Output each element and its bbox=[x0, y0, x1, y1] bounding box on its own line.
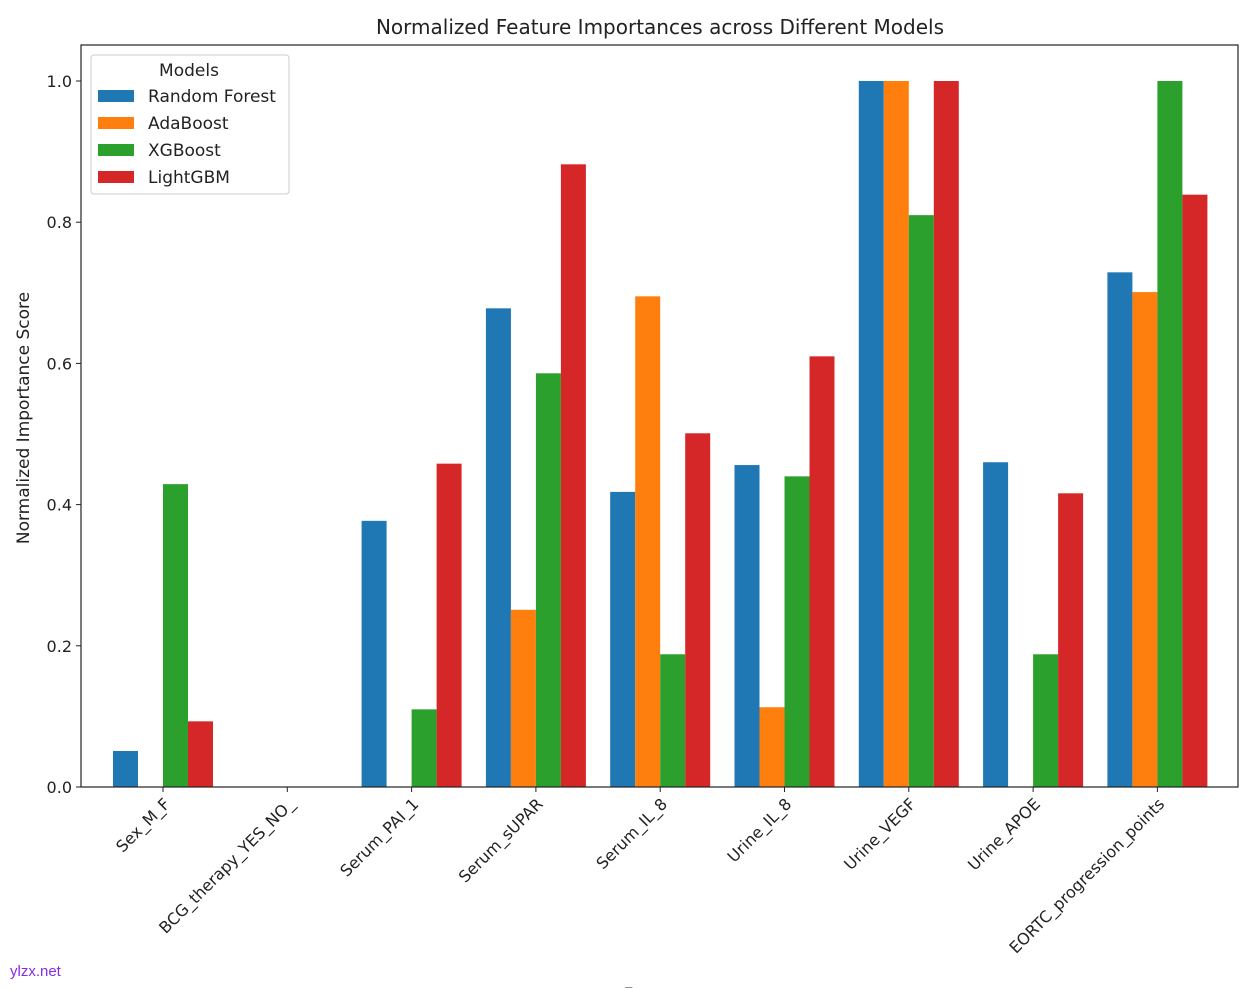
bar-xgboost-Sex_M_F bbox=[163, 484, 188, 787]
bar-random-forest-Serum_IL_8 bbox=[610, 491, 636, 787]
x-tick-label: Serum_IL_8 bbox=[592, 794, 671, 873]
bar-lightgbm-Serum_PAI_1 bbox=[436, 463, 462, 787]
x-axis-label: Features bbox=[623, 985, 696, 988]
legend-swatch bbox=[98, 90, 134, 102]
legend-swatch bbox=[98, 171, 134, 183]
watermark: ylzx.net bbox=[10, 963, 61, 980]
legend-entry: LightGBM bbox=[148, 168, 230, 188]
bar-random-forest-EORTC_progression_points bbox=[1107, 272, 1133, 787]
bar-random-forest-Serum_PAI_1 bbox=[361, 520, 387, 787]
x-tick-label: Urine_IL_8 bbox=[724, 794, 797, 867]
bar-xgboost-EORTC_progression_points bbox=[1157, 81, 1183, 787]
x-tick-label: Urine_VEGF bbox=[840, 794, 920, 874]
bar-xgboost-Urine_IL_8 bbox=[784, 476, 810, 787]
legend-entry: AdaBoost bbox=[148, 114, 229, 134]
plot-frame bbox=[80, 44, 1239, 788]
legend-entry: XGBoost bbox=[148, 141, 221, 161]
legend-title: Models bbox=[159, 61, 219, 81]
y-tick-label: 0.0 bbox=[47, 778, 72, 797]
bar-lightgbm-Urine_APOE bbox=[1058, 493, 1084, 787]
bar-lightgbm-Urine_VEGF bbox=[933, 81, 959, 787]
y-tick-label: 1.0 bbox=[47, 72, 72, 91]
x-tick-label: Serum_PAI_1 bbox=[336, 794, 423, 881]
bar-random-forest-Urine_VEGF bbox=[858, 81, 884, 787]
bar-adaboost-Serum_sUPAR bbox=[510, 609, 536, 787]
bar-xgboost-Urine_VEGF bbox=[908, 215, 934, 787]
legend-swatch bbox=[98, 144, 134, 156]
y-tick-label: 0.4 bbox=[47, 496, 72, 515]
y-axis-label: Normalized Importance Score bbox=[14, 292, 34, 544]
bar-adaboost-Urine_IL_8 bbox=[759, 707, 785, 787]
bar-random-forest-Urine_APOE bbox=[983, 462, 1009, 787]
legend-box bbox=[90, 54, 290, 195]
x-tick-label: Sex_M_F bbox=[112, 794, 174, 856]
x-tick-label: Urine_APOE bbox=[964, 794, 1045, 875]
bar-random-forest-Serum_sUPAR bbox=[485, 308, 511, 787]
bar-xgboost-Urine_APOE bbox=[1033, 654, 1059, 787]
x-tick-label: BCG_therapy_YES_NO_ bbox=[155, 794, 299, 938]
bar-xgboost-Serum_IL_8 bbox=[660, 654, 686, 787]
x-tick-label: Serum_sUPAR bbox=[455, 794, 548, 887]
legend-entry: Random Forest bbox=[148, 87, 276, 107]
bar-random-forest-Urine_IL_8 bbox=[734, 465, 760, 787]
bar-lightgbm-Serum_sUPAR bbox=[560, 164, 586, 788]
bar-random-forest-Sex_M_F bbox=[113, 750, 138, 787]
legend-swatch bbox=[98, 117, 134, 129]
bar-adaboost-EORTC_progression_points bbox=[1132, 292, 1158, 787]
bar-adaboost-Serum_IL_8 bbox=[635, 296, 661, 787]
bar-lightgbm-Sex_M_F bbox=[188, 721, 213, 787]
bar-xgboost-Serum_PAI_1 bbox=[411, 709, 437, 787]
y-tick-label: 0.6 bbox=[47, 354, 72, 373]
bar-adaboost-Urine_VEGF bbox=[883, 81, 909, 787]
bar-lightgbm-Serum_IL_8 bbox=[685, 433, 711, 787]
bar-lightgbm-EORTC_progression_points bbox=[1182, 194, 1208, 787]
bar-xgboost-Serum_sUPAR bbox=[535, 373, 561, 787]
bar-lightgbm-Urine_IL_8 bbox=[809, 356, 835, 787]
y-tick-label: 0.8 bbox=[47, 213, 72, 232]
y-tick-label: 0.2 bbox=[47, 637, 72, 656]
chart-title: Normalized Feature Importances across Di… bbox=[376, 15, 944, 39]
